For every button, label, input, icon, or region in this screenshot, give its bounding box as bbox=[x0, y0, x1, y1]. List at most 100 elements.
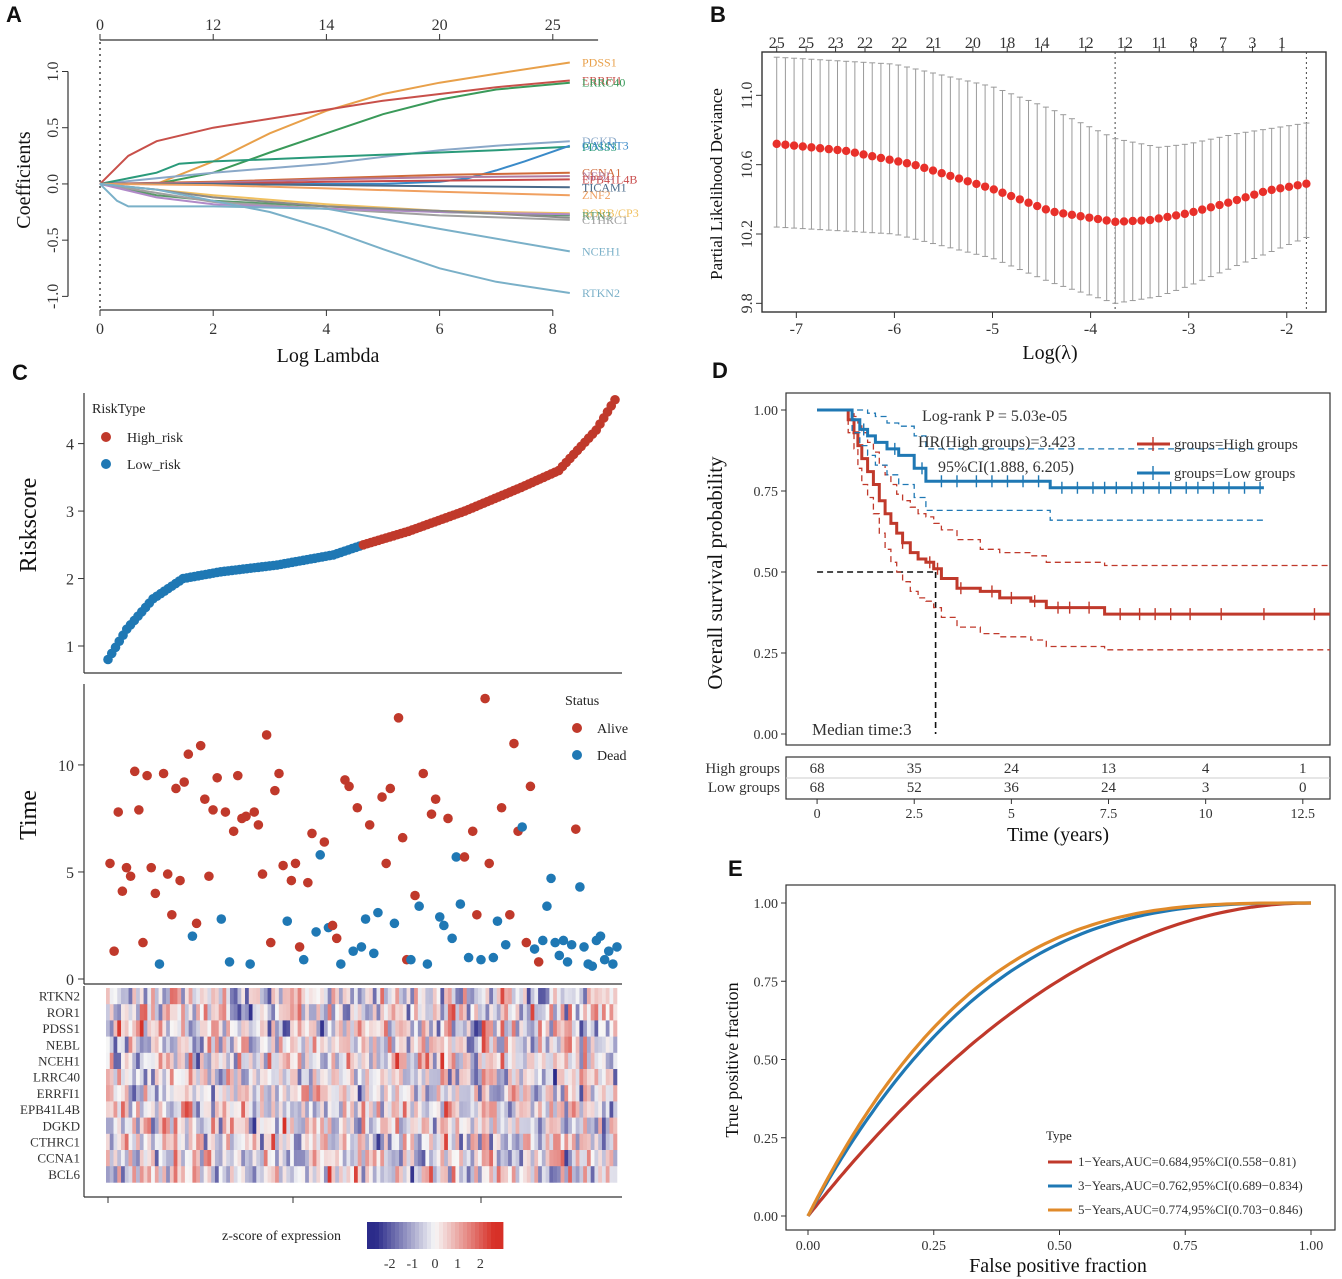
heatmap-cell bbox=[256, 1166, 261, 1183]
heatmap-cell bbox=[248, 1069, 253, 1086]
heatmap-cell bbox=[353, 1036, 359, 1054]
heatmap-cell bbox=[387, 1020, 392, 1037]
heatmap-cell bbox=[199, 1117, 204, 1135]
y-axis-title: Overall survival probability bbox=[703, 456, 727, 690]
heatmap-cell bbox=[132, 1004, 137, 1021]
heatmap-cell bbox=[226, 1117, 231, 1135]
heatmap-cell bbox=[346, 1020, 351, 1037]
heatmap-cell bbox=[414, 1101, 419, 1118]
heatmap-cell bbox=[248, 1117, 253, 1135]
heatmap-cell bbox=[560, 1085, 565, 1102]
colorbar-segment bbox=[435, 1222, 440, 1249]
heatmap-cell bbox=[128, 1069, 133, 1086]
heatmap-cell bbox=[365, 988, 370, 1005]
heatmap-cell bbox=[346, 1166, 351, 1183]
heatmap-cell bbox=[207, 988, 212, 1005]
heatmap-cell bbox=[511, 1150, 516, 1167]
heatmap-cell bbox=[342, 1085, 347, 1102]
heatmap-cell bbox=[222, 1069, 227, 1086]
heatmap-cell bbox=[252, 1052, 257, 1070]
heatmap-cell bbox=[192, 1052, 197, 1070]
heatmap-cell bbox=[222, 1020, 227, 1037]
heatmap-cell bbox=[534, 1117, 539, 1135]
heatmap-cell bbox=[553, 1036, 558, 1054]
heatmap-cell bbox=[233, 1101, 238, 1118]
heatmap-cell bbox=[338, 1101, 344, 1118]
heatmap-cell bbox=[553, 1020, 558, 1037]
heatmap-cell bbox=[583, 1052, 588, 1070]
panel-label-a: A bbox=[6, 2, 22, 27]
heatmap-cell bbox=[440, 1117, 445, 1135]
heatmap-cell bbox=[350, 1117, 355, 1135]
heatmap-cell bbox=[320, 988, 325, 1005]
time-point-alive bbox=[138, 937, 148, 948]
heatmap-cell bbox=[199, 1085, 204, 1102]
heatmap-cell bbox=[440, 1150, 445, 1167]
heatmap-cell bbox=[361, 1133, 366, 1151]
heatmap-cell bbox=[271, 1117, 276, 1135]
heatmap-cell bbox=[263, 988, 268, 1005]
heatmap-cell bbox=[192, 1004, 197, 1021]
heatmap-cell bbox=[436, 1020, 441, 1037]
colorbar-segment bbox=[471, 1222, 476, 1249]
heatmap-cell bbox=[496, 1150, 501, 1167]
heatmap-cell bbox=[166, 1020, 171, 1037]
heatmap-cell bbox=[308, 1133, 313, 1151]
heatmap-cell bbox=[199, 988, 204, 1005]
heatmap-cell bbox=[534, 1004, 539, 1021]
legend-label-alive: Alive bbox=[597, 722, 628, 737]
heatmap-cell bbox=[477, 1101, 483, 1118]
heatmap-cell bbox=[143, 1004, 148, 1021]
heatmap-cell bbox=[541, 1020, 546, 1037]
heatmap-cell bbox=[406, 1036, 411, 1054]
heatmap-cell bbox=[613, 1166, 618, 1183]
heatmap-cell bbox=[391, 1069, 396, 1086]
heatmap-cell bbox=[432, 1133, 437, 1151]
heatmap-cell bbox=[560, 1166, 565, 1183]
time-point-alive bbox=[443, 813, 453, 824]
heatmap-cell bbox=[214, 1085, 220, 1102]
heatmap-cell bbox=[417, 1036, 422, 1054]
heatmap-cell bbox=[549, 1150, 554, 1167]
heatmap-cell bbox=[594, 1036, 599, 1054]
heatmap-cell bbox=[184, 1004, 189, 1021]
heatmap-cell bbox=[117, 1101, 122, 1118]
heatmap-cell bbox=[560, 1101, 565, 1118]
y-tick-label: 0.75 bbox=[754, 485, 779, 500]
legend-label-low: Low_risk bbox=[127, 458, 181, 473]
heatmap-cell bbox=[267, 1085, 272, 1102]
heatmap-cell bbox=[218, 988, 223, 1005]
heatmap-cell bbox=[571, 1101, 576, 1118]
heatmap-cell bbox=[256, 1150, 261, 1167]
panel-b-cv-deviance: -7 -6 -5 -4 -3 -29.810.210.611.025 25 23 22 22 21 2… bbox=[707, 35, 1327, 364]
heatmap-cell bbox=[511, 1069, 516, 1086]
heatmap-cell bbox=[271, 1020, 276, 1037]
risk-table-cell: 68 bbox=[810, 761, 825, 777]
heatmap-cell bbox=[350, 1085, 355, 1102]
heatmap-cell bbox=[237, 1036, 242, 1054]
heatmap-cell bbox=[380, 1166, 385, 1183]
legend-label-2: 3−Years,AUC=0.762,95%CI(0.689−0.834) bbox=[1078, 1178, 1303, 1193]
heatmap-cell bbox=[233, 1150, 238, 1167]
heatmap-cell bbox=[154, 1036, 159, 1054]
x-tick-label: 8 bbox=[549, 321, 557, 338]
deviance-point bbox=[1145, 215, 1155, 225]
heatmap-cell bbox=[173, 1036, 178, 1054]
heatmap-cell bbox=[432, 988, 437, 1005]
heatmap-cell bbox=[331, 1166, 336, 1183]
time-point-alive bbox=[125, 871, 136, 882]
time-point-alive bbox=[377, 792, 387, 802]
heatmap-cell bbox=[320, 1004, 325, 1021]
deviance-point bbox=[798, 142, 807, 151]
heatmap-cell bbox=[256, 1117, 261, 1135]
heatmap-cell bbox=[357, 1101, 362, 1118]
heatmap-cell bbox=[421, 1052, 426, 1070]
heatmap-cell bbox=[275, 1101, 280, 1118]
heatmap-cell bbox=[361, 1117, 366, 1135]
risk-table-cell: 1 bbox=[1299, 761, 1307, 777]
heatmap-cell bbox=[113, 988, 118, 1005]
colorbar-segment bbox=[379, 1222, 384, 1249]
heatmap-cell bbox=[391, 1101, 396, 1118]
heatmap-cell bbox=[331, 1085, 336, 1102]
heatmap-cell bbox=[297, 1117, 302, 1135]
